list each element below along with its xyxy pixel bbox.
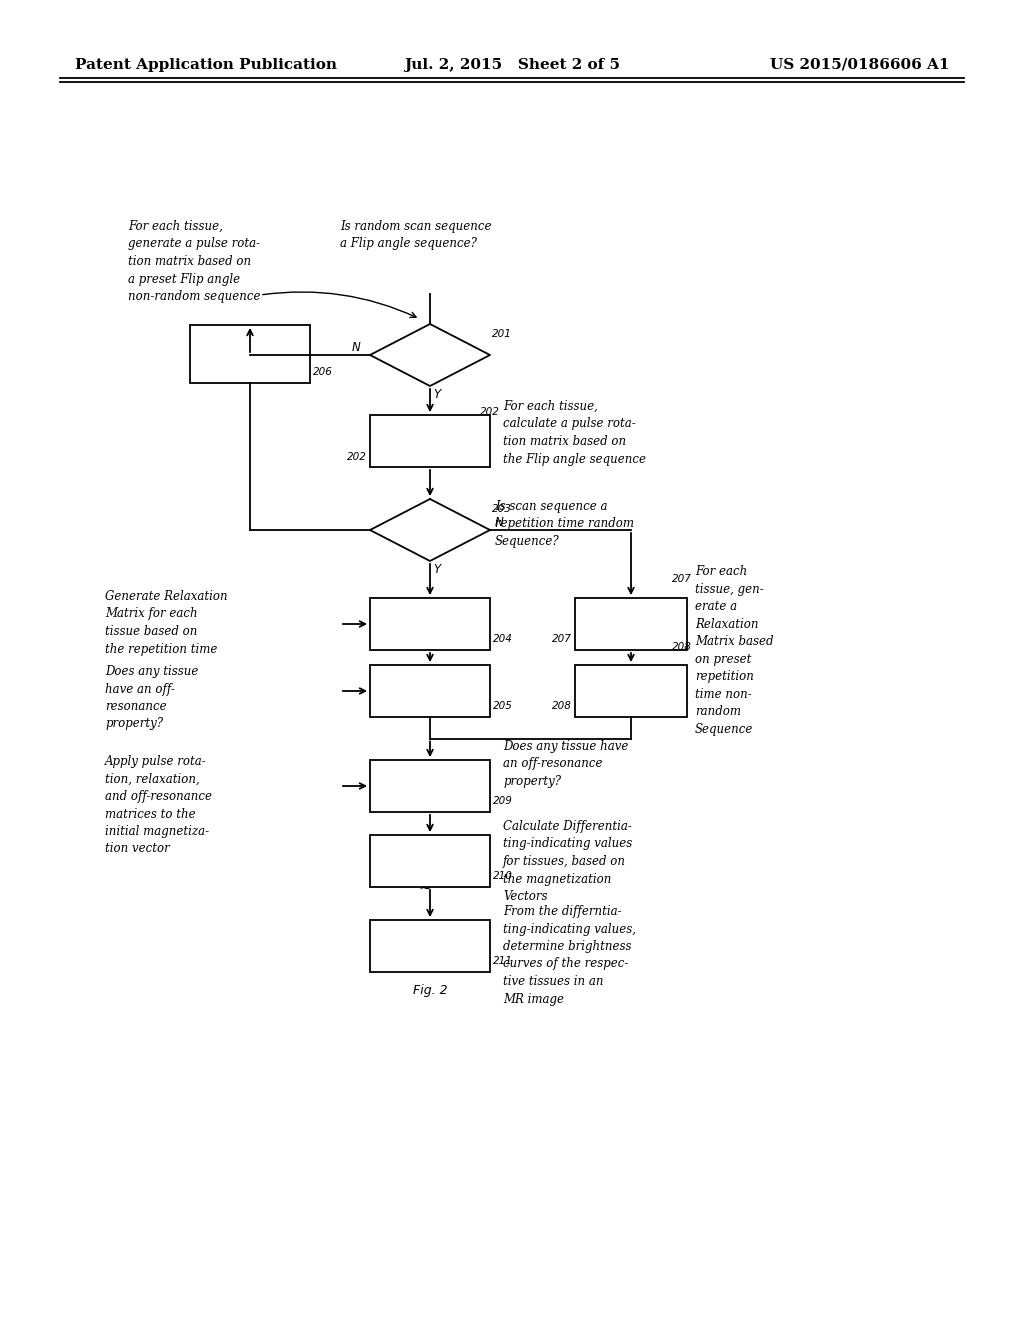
Text: 208: 208	[672, 642, 692, 652]
Text: 202: 202	[480, 407, 500, 417]
Text: For each tissue,
calculate a pulse rota-
tion matrix based on
the Flip angle seq: For each tissue, calculate a pulse rota-…	[503, 400, 646, 466]
Text: 203: 203	[492, 504, 512, 513]
Text: Generate Relaxation
Matrix for each
tissue based on
the repetition time: Generate Relaxation Matrix for each tiss…	[105, 590, 227, 656]
Text: Jul. 2, 2015   Sheet 2 of 5: Jul. 2, 2015 Sheet 2 of 5	[404, 58, 620, 73]
Bar	[370, 760, 490, 812]
Text: 205: 205	[493, 701, 513, 711]
Bar	[370, 920, 490, 972]
Text: N: N	[352, 341, 360, 354]
Bar	[370, 836, 490, 887]
Text: Does any tissue have
an off-resonance
property?: Does any tissue have an off-resonance pr…	[503, 741, 629, 788]
Text: Patent Application Publication: Patent Application Publication	[75, 58, 337, 73]
Text: For each
tissue, gen-
erate a
Relaxation
Matrix based
on preset
repetition
time : For each tissue, gen- erate a Relaxation…	[695, 565, 773, 735]
Text: 207: 207	[552, 634, 572, 644]
Bar	[190, 325, 310, 383]
Text: 209: 209	[493, 796, 513, 807]
Text: US 2015/0186606 A1: US 2015/0186606 A1	[770, 58, 950, 73]
Text: N: N	[495, 516, 504, 529]
Text: 208: 208	[552, 701, 572, 711]
Text: Y: Y	[433, 564, 440, 576]
Text: 210: 210	[493, 871, 513, 880]
Text: 211: 211	[493, 956, 513, 966]
Bar	[370, 414, 490, 467]
Text: Fig. 2: Fig. 2	[413, 983, 447, 997]
Bar	[370, 665, 490, 717]
Text: Y: Y	[433, 388, 440, 401]
Text: From the differntia-
ting-indicating values,
determine brightness
curves of the : From the differntia- ting-indicating val…	[503, 906, 636, 1006]
Text: 204: 204	[493, 634, 513, 644]
Text: 202: 202	[347, 451, 367, 462]
Text: Is random scan sequence
a Flip angle sequence?: Is random scan sequence a Flip angle seq…	[340, 220, 492, 251]
Bar	[575, 598, 687, 649]
Bar	[575, 665, 687, 717]
Text: 201: 201	[492, 329, 512, 339]
Text: Does any tissue
have an off-
resonance
property?: Does any tissue have an off- resonance p…	[105, 665, 199, 730]
Text: 207: 207	[672, 574, 692, 583]
Text: Calculate Differentia-
ting-indicating values
for tissues, based on
the magnetiz: Calculate Differentia- ting-indicating v…	[503, 820, 632, 903]
Text: Apply pulse rota-
tion, relaxation,
and off-resonance
matrices to the
initial ma: Apply pulse rota- tion, relaxation, and …	[105, 755, 212, 855]
Text: ~: ~	[419, 880, 431, 896]
Text: Is scan sequence a
repetition time random
Sequence?: Is scan sequence a repetition time rando…	[495, 500, 634, 548]
Bar	[370, 598, 490, 649]
Text: For each tissue,
generate a pulse rota-
tion matrix based on
a preset Flip angle: For each tissue, generate a pulse rota- …	[128, 220, 260, 304]
Text: 206: 206	[313, 367, 333, 378]
